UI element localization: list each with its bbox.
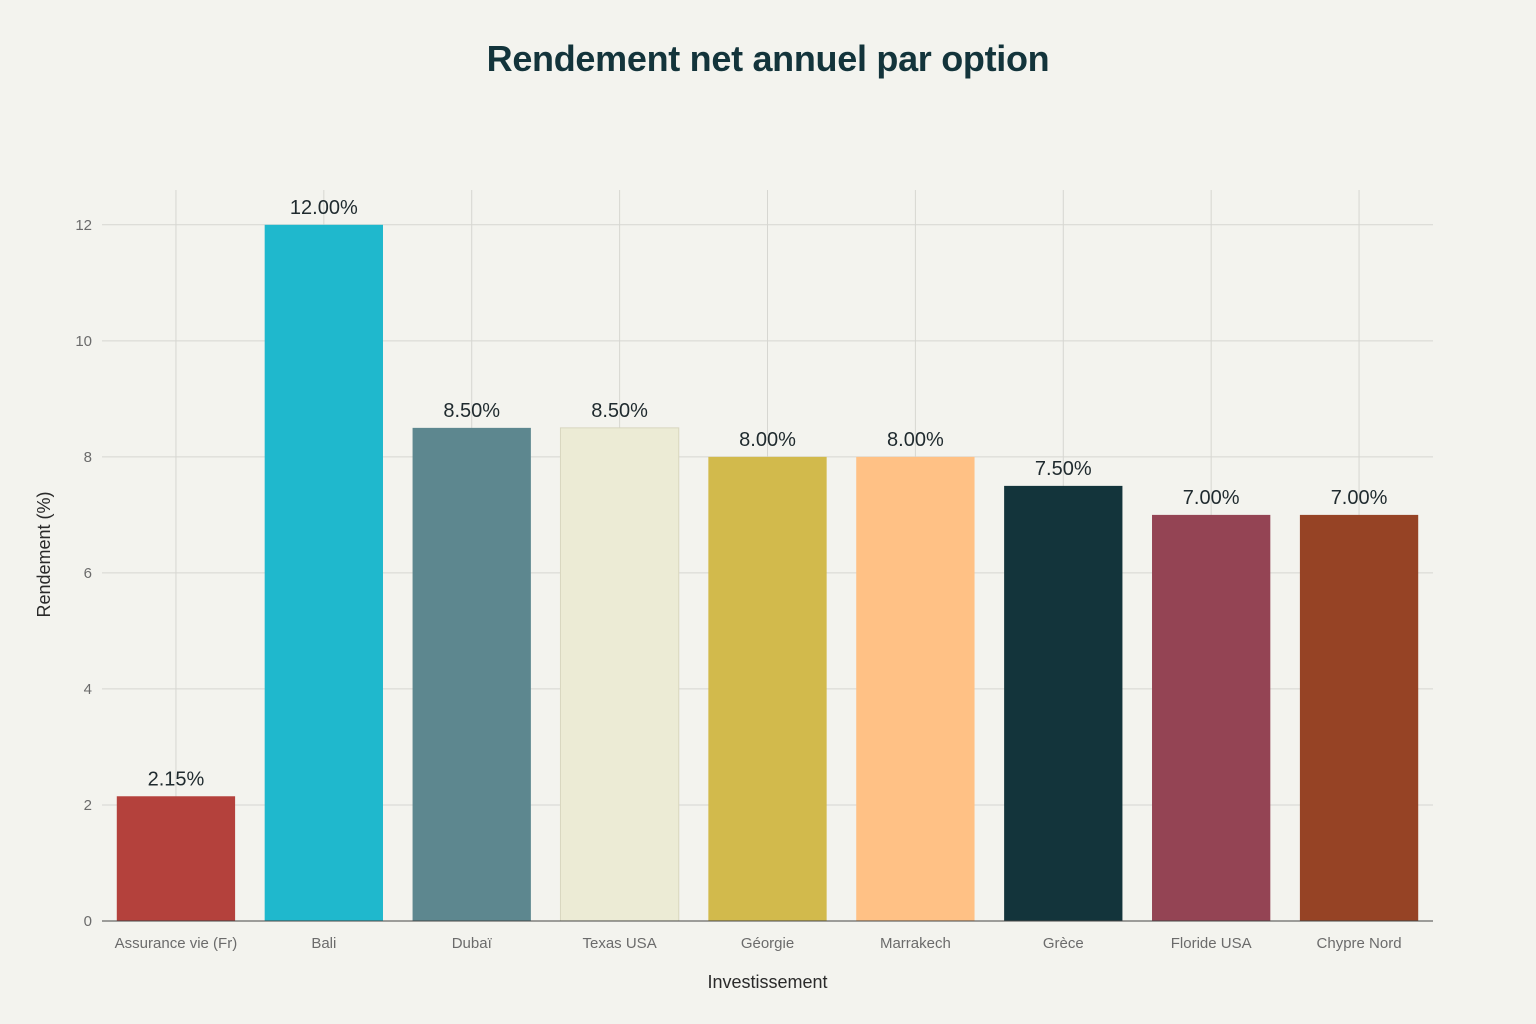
- x-tick-label: Chypre Nord: [1317, 935, 1402, 952]
- bar: [1152, 514, 1271, 921]
- bar-data-label: 8.50%: [443, 400, 500, 422]
- bar: [1299, 514, 1419, 921]
- y-tick-label: 0: [84, 913, 92, 930]
- bar-data-label: 8.50%: [591, 400, 648, 422]
- bar-data-label: 7.50%: [1035, 458, 1092, 480]
- y-tick-label: 10: [75, 333, 92, 350]
- bar-data-label: 8.00%: [739, 429, 796, 451]
- bar-data-label: 12.00%: [290, 197, 358, 219]
- bar: [412, 427, 531, 921]
- x-tick-label: Texas USA: [583, 935, 657, 952]
- x-tick-label: Dubaï: [452, 935, 493, 952]
- y-tick-label: 4: [84, 681, 92, 698]
- x-tick-label: Marrakech: [880, 935, 951, 952]
- bar: [116, 796, 236, 921]
- y-tick-label: 8: [84, 449, 92, 466]
- bar: [1004, 485, 1123, 921]
- bar-data-label: 8.00%: [887, 429, 944, 451]
- x-tick-label: Géorgie: [741, 935, 794, 952]
- bar-data-label: 7.00%: [1183, 487, 1240, 509]
- bar: [708, 456, 827, 921]
- bar-data-label: 7.00%: [1331, 487, 1388, 509]
- x-axis-title: Investissement: [707, 972, 827, 992]
- bar-data-label: 2.15%: [148, 768, 205, 790]
- x-tick-label: Floride USA: [1171, 935, 1252, 952]
- x-tick-label: Grèce: [1043, 935, 1084, 952]
- chart-title: Rendement net annuel par option: [486, 38, 1050, 79]
- x-tick-label: Assurance vie (Fr): [115, 935, 238, 952]
- y-axis-title: Rendement (%): [34, 491, 54, 617]
- bar: [559, 427, 680, 922]
- y-tick-label: 12: [75, 217, 92, 234]
- y-tick-label: 2: [84, 797, 92, 814]
- bars-layer: [116, 224, 1419, 922]
- bar: [264, 224, 383, 922]
- x-tick-label: Bali: [311, 935, 336, 952]
- bar: [856, 456, 975, 921]
- labels-layer: 0 2 4 6 8 10 12 2.15% Assurance vie (Fr) 12.00% Ba…: [75, 197, 1401, 952]
- y-tick-label: 6: [84, 565, 92, 582]
